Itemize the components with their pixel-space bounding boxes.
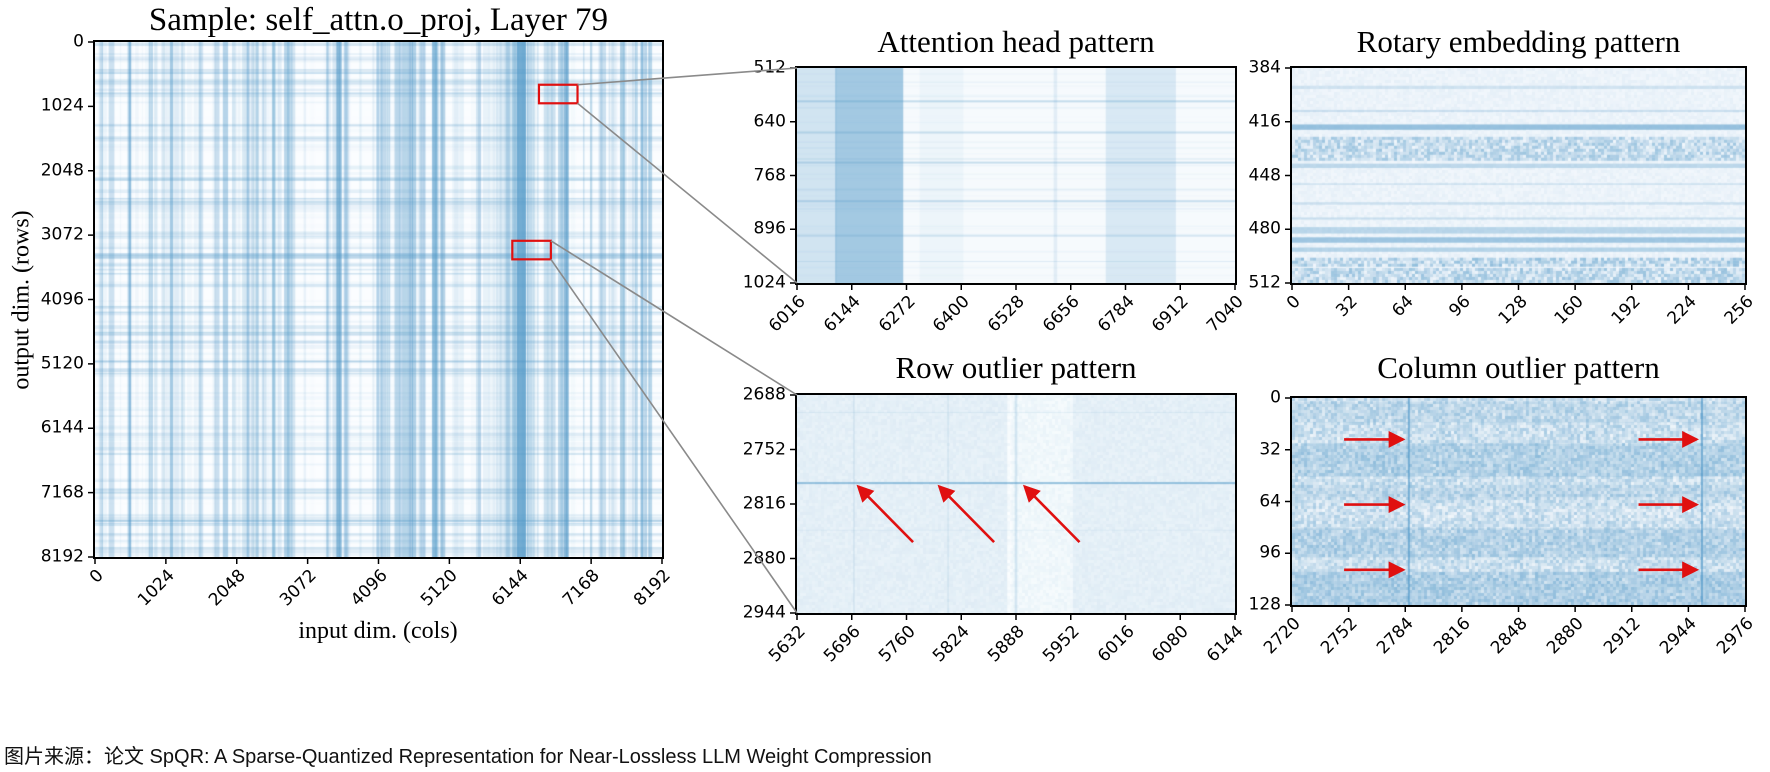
y-tick-label: 448 (1248, 165, 1281, 185)
y-tick-label: 2048 (40, 160, 84, 181)
x-tick-label: 2752 (1316, 613, 1362, 659)
x-tick-label: 7168 (559, 565, 604, 611)
x-tick-label: 6016 (1093, 621, 1139, 667)
row-outlier-heatmap-plot (795, 393, 1237, 615)
x-tick-label: 2976 (1712, 613, 1758, 659)
x-tick-label: 2880 (1543, 613, 1588, 659)
y-tick-label: 2752 (742, 439, 786, 459)
y-tick-label: 6144 (40, 417, 84, 438)
x-tick-label: 6144 (1202, 621, 1248, 667)
panel-title-column-outlier: Column outlier pattern (1377, 350, 1660, 385)
y-tick-label: 3072 (40, 224, 84, 245)
x-tick-label: 5760 (874, 621, 920, 667)
panel-title-rotary: Rotary embedding pattern (1356, 24, 1681, 59)
x-tick-label: 6656 (1038, 291, 1084, 337)
y-tick-label: 512 (1248, 272, 1281, 293)
y-tick-label: 384 (1248, 57, 1281, 78)
rotary-heatmap-plot (1290, 66, 1747, 285)
image-source-caption: 图片来源：论文 SpQR: A Sparse-Quantized Represe… (4, 746, 932, 768)
y-tick-label: 2816 (742, 493, 786, 514)
y-tick-label: 2944 (742, 602, 786, 623)
x-tick-label: 6016 (764, 291, 810, 337)
x-tick-label: 1024 (133, 565, 179, 611)
x-tick-label: 2720 (1259, 613, 1305, 659)
x-tick-label: 6272 (874, 291, 920, 337)
x-tick-label: 96 (1445, 291, 1475, 322)
y-tick-label: 2880 (742, 548, 786, 568)
x-tick-label: 64 (1388, 291, 1418, 322)
x-tick-label: 5952 (1038, 621, 1084, 667)
x-tick-label: 6400 (929, 291, 974, 337)
y-tick-label: 512 (753, 57, 786, 78)
main-y-axis-label: output dim. (rows) (8, 210, 35, 390)
y-tick-label: 128 (1248, 594, 1281, 615)
x-tick-label: 5824 (929, 621, 974, 667)
y-tick-label: 7168 (40, 482, 84, 503)
x-tick-label: 6144 (488, 565, 533, 611)
rotary-heatmap-canvas (1292, 68, 1745, 283)
x-tick-label: 7040 (1202, 291, 1248, 337)
x-tick-label: 8192 (629, 565, 675, 611)
panel-title-row-outlier: Row outlier pattern (895, 350, 1137, 385)
x-tick-label: 5888 (983, 621, 1029, 667)
y-tick-label: 96 (1259, 542, 1281, 563)
x-tick-label: 224 (1664, 291, 1702, 329)
y-tick-label: 4096 (40, 289, 84, 309)
x-tick-label: 128 (1494, 291, 1532, 329)
y-tick-label: 0 (73, 31, 84, 52)
main-heatmap-canvas (95, 42, 662, 557)
x-tick-label: 2848 (1486, 613, 1532, 659)
x-tick-label: 5632 (764, 621, 810, 667)
x-tick-label: 2912 (1599, 613, 1645, 659)
attention-heatmap-canvas (797, 68, 1235, 283)
column-outlier-heatmap-plot (1290, 396, 1747, 607)
x-tick-label: 3072 (275, 565, 321, 611)
panel-title-main: Sample: self_attn.o_proj, Layer 79 (148, 2, 609, 38)
x-tick-label: 5120 (417, 565, 463, 611)
x-tick-label: 2944 (1656, 613, 1702, 659)
y-tick-label: 640 (753, 111, 786, 132)
x-tick-label: 6080 (1148, 621, 1193, 667)
y-tick-label: 2688 (742, 384, 786, 405)
main-heatmap-plot (93, 40, 664, 559)
x-tick-label: 0 (1282, 291, 1305, 314)
x-tick-label: 6144 (819, 291, 865, 337)
panel-title-attention: Attention head pattern (877, 24, 1155, 59)
x-tick-label: 2816 (1429, 613, 1475, 659)
x-tick-label: 6912 (1148, 291, 1193, 337)
y-tick-label: 64 (1259, 491, 1281, 511)
x-tick-label: 0 (85, 565, 108, 588)
y-tick-label: 32 (1259, 439, 1281, 460)
column-outlier-heatmap-canvas (1292, 398, 1745, 605)
x-tick-label: 2048 (204, 565, 250, 611)
x-tick-label: 5696 (819, 621, 865, 667)
x-tick-label: 6784 (1093, 291, 1139, 337)
y-tick-label: 1024 (742, 272, 786, 293)
attention-heatmap-plot (795, 66, 1237, 285)
x-tick-label: 4096 (346, 565, 392, 611)
y-tick-label: 896 (753, 218, 786, 239)
x-tick-label: 192 (1607, 291, 1645, 329)
main-x-axis-label: input dim. (cols) (298, 618, 458, 644)
y-tick-label: 416 (1248, 111, 1281, 132)
x-tick-label: 160 (1550, 291, 1588, 329)
x-tick-label: 32 (1331, 291, 1362, 322)
y-tick-label: 5120 (40, 353, 84, 374)
y-tick-label: 1024 (40, 95, 84, 116)
x-tick-label: 256 (1720, 291, 1758, 329)
y-tick-label: 480 (1248, 218, 1281, 239)
x-tick-label: 6528 (983, 291, 1029, 337)
row-outlier-heatmap-canvas (797, 395, 1235, 613)
y-tick-label: 8192 (40, 546, 84, 567)
x-tick-label: 2784 (1373, 613, 1418, 659)
y-tick-label: 768 (753, 165, 786, 185)
y-tick-label: 0 (1270, 387, 1281, 408)
